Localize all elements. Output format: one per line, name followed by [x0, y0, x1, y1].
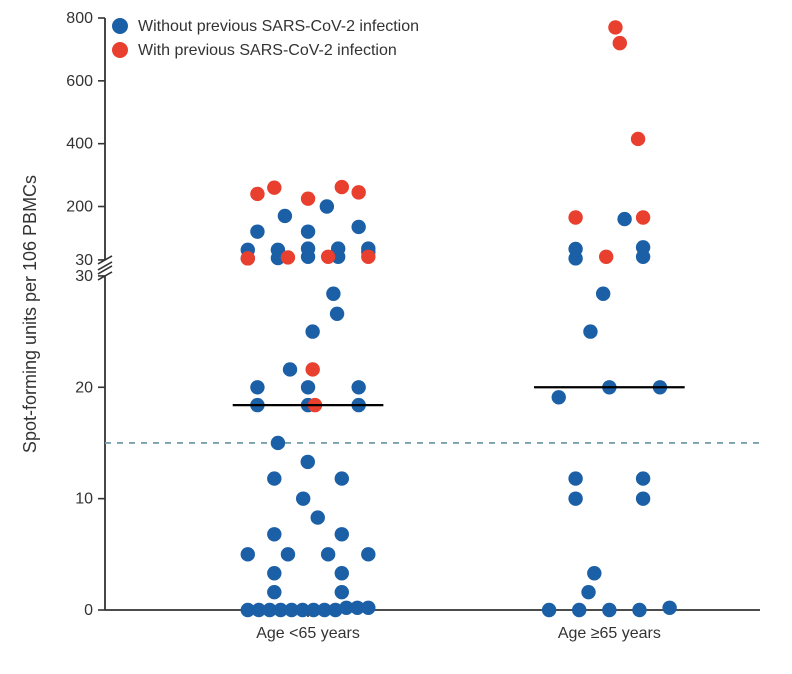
chart-container: 0 10 20 3030 200 400 600 800 Spot-forming units … [0, 0, 792, 674]
data-point [542, 603, 556, 617]
y-tick-label: 30 [75, 268, 93, 285]
data-point [320, 199, 334, 213]
x-tick-label: Age ≥65 years [558, 625, 661, 642]
data-point [568, 471, 582, 485]
legend-marker [112, 42, 128, 58]
y-tick-label: 0 [84, 602, 93, 619]
data-point [326, 287, 340, 301]
data-point [636, 491, 650, 505]
data-point [296, 491, 310, 505]
data-point [361, 547, 375, 561]
data-point [335, 471, 349, 485]
data-point [599, 250, 613, 264]
data-point [662, 601, 676, 615]
data-point [552, 390, 566, 404]
data-point [361, 601, 375, 615]
legend-label: Without previous SARS-CoV-2 infection [138, 18, 419, 35]
data-point [267, 180, 281, 194]
data-point [568, 210, 582, 224]
data-point [301, 224, 315, 238]
data-point [301, 455, 315, 469]
data-point [281, 250, 295, 264]
y-tick-label: 200 [66, 199, 93, 216]
legend-marker [112, 18, 128, 34]
data-point [608, 20, 622, 34]
data-point [602, 603, 616, 617]
data-point [241, 251, 255, 265]
data-point [301, 380, 315, 394]
data-point [351, 220, 365, 234]
y-tick-label: 600 [66, 73, 93, 90]
data-point [636, 471, 650, 485]
scatter-chart: 0 10 20 3030 200 400 600 800 Spot-forming units … [0, 0, 792, 674]
data-point [335, 585, 349, 599]
data-point [267, 585, 281, 599]
data-point [587, 566, 601, 580]
data-point [301, 250, 315, 264]
data-point [250, 187, 264, 201]
y-tick-label: 30 [75, 252, 93, 269]
data-point [335, 180, 349, 194]
data-point [613, 36, 627, 50]
data-point [351, 380, 365, 394]
data-point [351, 185, 365, 199]
data-point [617, 212, 631, 226]
data-point [581, 585, 595, 599]
data-point [267, 471, 281, 485]
data-point [305, 362, 319, 376]
data-point [583, 324, 597, 338]
data-point [241, 547, 255, 561]
data-point [568, 491, 582, 505]
chart-bg [0, 0, 792, 674]
data-point [301, 191, 315, 205]
data-point [321, 547, 335, 561]
y-axis-label: Spot-forming units per 106 PBMCs [20, 175, 40, 453]
data-point [267, 566, 281, 580]
data-point [596, 287, 610, 301]
data-point [361, 250, 375, 264]
data-point [330, 307, 344, 321]
y-tick-label: 20 [75, 379, 93, 396]
data-point [636, 250, 650, 264]
data-point [636, 210, 650, 224]
data-point [632, 603, 646, 617]
data-point [278, 209, 292, 223]
data-point [321, 250, 335, 264]
data-point [250, 224, 264, 238]
y-tick-label: 800 [66, 10, 93, 27]
x-tick-label: Age <65 years [256, 625, 360, 642]
data-point [267, 527, 281, 541]
data-point [572, 603, 586, 617]
data-point [283, 362, 297, 376]
y-tick-label: 10 [75, 491, 93, 508]
data-point [311, 510, 325, 524]
data-point [568, 251, 582, 265]
legend-label: With previous SARS-CoV-2 infection [138, 42, 397, 59]
data-point [335, 527, 349, 541]
data-point [631, 132, 645, 146]
data-point [335, 566, 349, 580]
data-point [305, 324, 319, 338]
y-tick-label: 400 [66, 136, 93, 153]
data-point [271, 436, 285, 450]
data-point [281, 547, 295, 561]
data-point [250, 380, 264, 394]
